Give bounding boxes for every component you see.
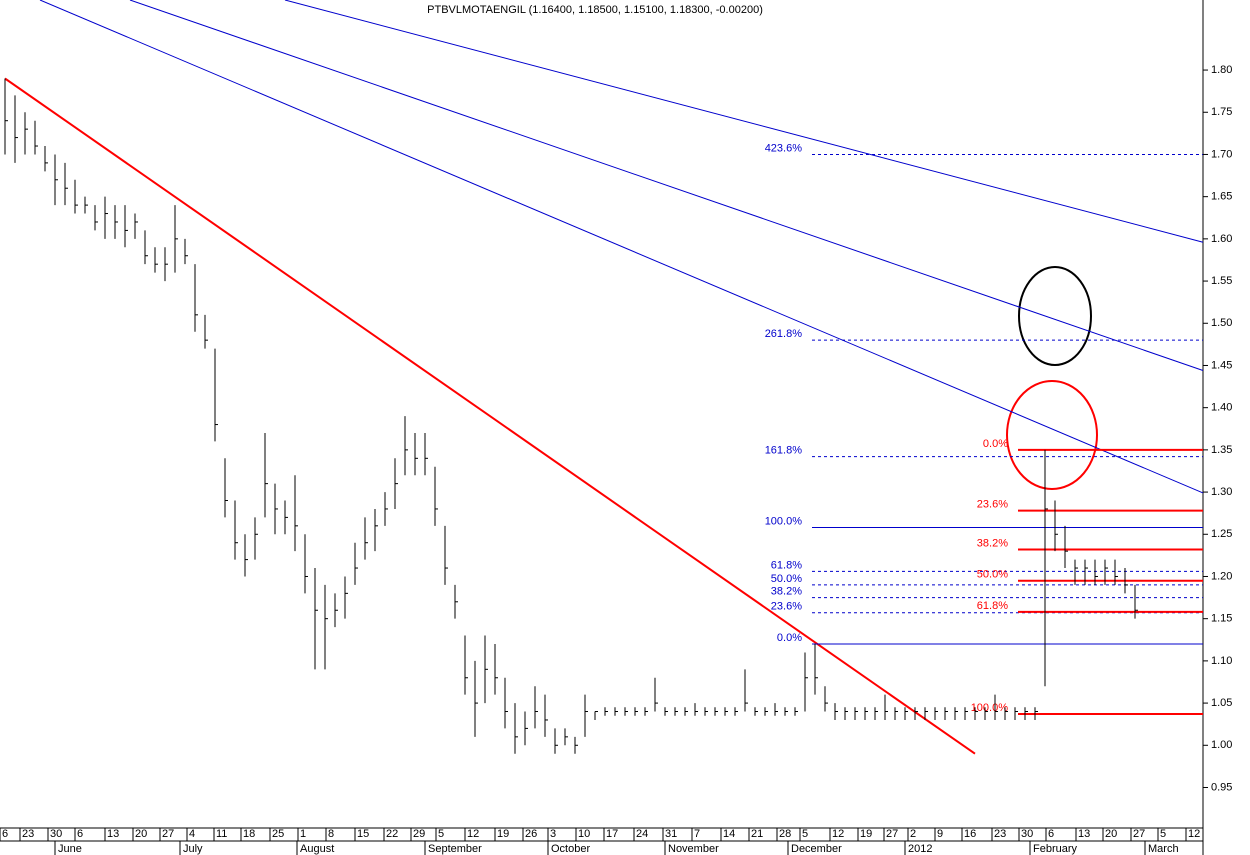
x-tick-label: 12 (1188, 828, 1200, 840)
fib-label: 100.0% (765, 515, 803, 527)
fib-label: 61.8% (771, 559, 802, 571)
fib-label: 261.8% (765, 328, 803, 340)
month-label: July (183, 843, 203, 855)
x-tick-label: 12 (832, 828, 844, 840)
y-tick-label: 1.05 (1211, 697, 1232, 709)
chart-title: PTBVLMOTAENGIL (1.16400, 1.18500, 1.1510… (427, 4, 763, 16)
x-tick-label: 11 (216, 828, 227, 840)
x-tick-label: 6 (2, 828, 8, 840)
month-label: November (668, 843, 719, 855)
month-label: August (300, 843, 334, 855)
x-tick-label: 16 (964, 828, 976, 840)
x-tick-label: 25 (272, 828, 284, 840)
x-tick-label: 26 (525, 828, 537, 840)
trend-line (4, 77, 976, 755)
trend-line (129, 0, 1204, 372)
y-tick-label: 1.25 (1211, 528, 1232, 540)
x-tick-label: 31 (665, 828, 677, 840)
y-tick-label: 1.10 (1211, 655, 1232, 667)
x-tick-label: 8 (328, 828, 334, 840)
x-tick-label: 6 (1048, 828, 1054, 840)
fib-label: 0.0% (983, 438, 1008, 450)
x-tick-label: 18 (243, 828, 255, 840)
x-tick-label: 24 (636, 828, 648, 840)
x-tick-label: 3 (550, 828, 556, 840)
y-tick-label: 1.40 (1211, 402, 1232, 414)
y-tick-label: 1.20 (1211, 570, 1232, 582)
x-tick-label: 7 (694, 828, 700, 840)
y-tick-label: 1.45 (1211, 359, 1232, 371)
month-label: February (1033, 843, 1078, 855)
x-tick-label: 30 (50, 828, 62, 840)
x-tick-label: 4 (189, 828, 195, 840)
x-tick-label: 27 (162, 828, 174, 840)
x-tick-label: 9 (937, 828, 943, 840)
x-tick-label: 23 (22, 828, 34, 840)
y-tick-label: 1.50 (1211, 317, 1232, 329)
annotation-ellipse (1006, 380, 1098, 490)
x-tick-label: 5 (438, 828, 444, 840)
x-tick-label: 29 (413, 828, 425, 840)
month-label: June (58, 843, 82, 855)
x-tick-label: 21 (751, 828, 763, 840)
trend-line (284, 0, 1204, 243)
trend-line (39, 0, 1204, 494)
x-tick-label: 10 (578, 828, 590, 840)
x-tick-label: 2 (910, 828, 916, 840)
x-tick-label: 13 (1078, 828, 1090, 840)
x-tick-label: 1 (300, 828, 306, 840)
y-tick-label: 1.30 (1211, 486, 1232, 498)
x-tick-label: 23 (994, 828, 1006, 840)
y-tick-label: 1.80 (1211, 64, 1232, 76)
x-tick-label: 27 (1133, 828, 1145, 840)
fib-label: 161.8% (765, 445, 803, 457)
x-tick-label: 12 (467, 828, 479, 840)
x-tick-label: 19 (860, 828, 872, 840)
fib-label: 61.8% (977, 600, 1008, 612)
x-tick-label: 19 (497, 828, 509, 840)
fib-label: 38.2% (771, 585, 802, 597)
y-tick-label: 1.15 (1211, 613, 1232, 625)
y-tick-label: 0.95 (1211, 781, 1232, 793)
y-tick-label: 1.60 (1211, 233, 1232, 245)
fib-label: 23.6% (977, 499, 1008, 511)
x-tick-label: 27 (886, 828, 898, 840)
fib-label: 23.6% (771, 601, 802, 613)
fib-label: 100.0% (971, 702, 1009, 714)
x-tick-label: 5 (802, 828, 808, 840)
x-tick-label: 17 (606, 828, 618, 840)
x-tick-label: 28 (779, 828, 791, 840)
x-tick-label: 30 (1021, 828, 1033, 840)
month-label: 2012 (908, 843, 932, 855)
fib-label: 423.6% (765, 142, 803, 154)
fib-label: 0.0% (777, 632, 802, 644)
month-label: December (791, 843, 842, 855)
fib-label: 50.0% (977, 569, 1008, 581)
y-tick-label: 1.55 (1211, 275, 1232, 287)
x-tick-label: 6 (77, 828, 83, 840)
month-label: March (1148, 843, 1179, 855)
x-tick-label: 15 (357, 828, 369, 840)
x-tick-label: 20 (1105, 828, 1117, 840)
annotation-ellipse (1018, 266, 1092, 366)
x-tick-label: 22 (386, 828, 398, 840)
x-tick-label: 20 (135, 828, 147, 840)
month-label: September (428, 843, 482, 855)
y-tick-label: 1.35 (1211, 444, 1232, 456)
x-tick-label: 13 (107, 828, 119, 840)
y-tick-label: 1.00 (1211, 739, 1232, 751)
month-label: October (551, 843, 590, 855)
x-tick-label: 5 (1160, 828, 1166, 840)
x-tick-label: 14 (723, 828, 735, 840)
fib-label: 50.0% (771, 573, 802, 585)
y-tick-label: 1.70 (1211, 148, 1232, 160)
y-tick-label: 1.75 (1211, 106, 1232, 118)
y-tick-label: 1.65 (1211, 191, 1232, 203)
fib-label: 38.2% (977, 537, 1008, 549)
